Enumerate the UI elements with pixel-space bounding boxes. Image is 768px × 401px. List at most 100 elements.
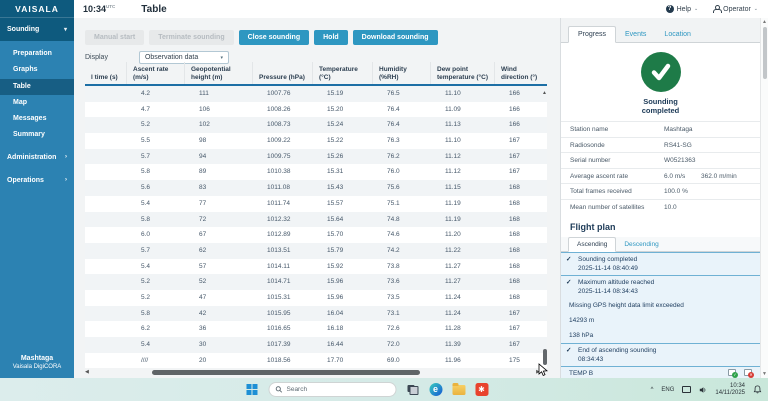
col-time: l time (s): [85, 62, 127, 84]
tab-events[interactable]: Events: [625, 31, 647, 38]
terminate-sounding-button[interactable]: Terminate sounding: [149, 30, 234, 45]
touch-keyboard-icon[interactable]: [682, 386, 692, 393]
detail-row: Radiosonde RS41-SG: [561, 136, 760, 153]
product-name: Vaisala DigiCORA: [12, 364, 62, 370]
table-row[interactable]: 5.4 30 1017.39 16.44 72.0 11.39 167: [85, 337, 547, 353]
sidebar-item-map[interactable]: Map: [13, 98, 27, 106]
col-ascent-rate: Ascent rate (m/s): [127, 62, 185, 84]
speaker-icon[interactable]: [699, 386, 707, 394]
message-send-failed-icon[interactable]: ✕: [744, 369, 754, 378]
sidebar-item-summary[interactable]: Summary: [13, 131, 45, 139]
sidebar-item-table[interactable]: Table: [0, 78, 74, 95]
col-temperature: Temperature (°C): [313, 62, 373, 84]
observation-table: l time (s) Ascent rate (m/s) Geopotentia…: [85, 62, 547, 375]
notification-bell-icon[interactable]: [753, 385, 762, 394]
detail-row: Total frames received 100.0 %: [561, 183, 760, 199]
taskbar-clock[interactable]: 10:34 14/11/2025: [715, 382, 745, 396]
flight-plan-item: ✓ End of ascending sounding 08:34:43 ✓ ✕: [561, 343, 760, 366]
sounding-complete-check-icon: [640, 52, 681, 92]
window-scrollbar[interactable]: ▲ ▼: [760, 18, 768, 378]
download-sounding-button[interactable]: Download sounding: [352, 30, 438, 45]
table-row[interactable]: 5.8 89 1010.38 15.31 76.0 11.12 167: [85, 164, 547, 181]
table-row[interactable]: 5.2 102 1008.73 15.24 76.4 11.13 166: [85, 117, 547, 134]
table-row[interactable]: 5.6 83 1011.08 15.43 75.6 11.15 168: [85, 180, 547, 196]
display-label: Display: [85, 54, 108, 61]
language-indicator[interactable]: ENG: [661, 386, 675, 393]
scroll-down-icon[interactable]: ▼: [762, 371, 767, 377]
scrollbar-thumb[interactable]: [762, 27, 767, 79]
sidebar-section-sounding[interactable]: Sounding ▾: [0, 17, 74, 41]
toolbar: Manual start Terminate sounding Close so…: [85, 30, 438, 45]
tab-progress[interactable]: Progress: [568, 26, 617, 43]
scroll-left-icon[interactable]: ◀: [85, 369, 89, 376]
scroll-up-icon[interactable]: ▲: [542, 90, 547, 96]
detail-row: Serial number W0521363: [561, 152, 760, 168]
scrollbar-thumb[interactable]: [152, 369, 420, 375]
table-row[interactable]: 5.8 72 1012.32 15.64 74.8 11.19 168: [85, 211, 547, 228]
hidden-icons-chevron[interactable]: ^: [650, 386, 654, 393]
detail-row: Station name Mashtaga: [561, 121, 760, 137]
user-menu[interactable]: Operator ⌄: [712, 5, 758, 13]
tab-ascending[interactable]: Ascending: [568, 237, 617, 252]
sounding-app-icon[interactable]: ✱: [474, 383, 488, 397]
chevron-down-icon: ⌄: [693, 6, 699, 12]
table-row[interactable]: //// 20 1018.56 17.70 69.0 11.96 175: [85, 352, 547, 369]
utc-clock: 10:34UTC: [83, 4, 116, 14]
check-icon: ✓: [566, 279, 572, 286]
hold-button[interactable]: Hold: [314, 30, 348, 45]
flight-plan-tabs: Ascending Descending: [561, 237, 760, 252]
table-row[interactable]: 4.7 106 1008.26 15.20 76.4 11.09 166: [85, 101, 547, 118]
table-row[interactable]: 5.2 47 1015.31 15.96 73.5 11.24 168: [85, 289, 547, 306]
sidebar-section-administration[interactable]: Administration ›: [7, 153, 67, 161]
tab-location[interactable]: Location: [664, 31, 691, 38]
user-icon: [712, 5, 722, 13]
system-tray: ^ ENG 10:34 14/11/2025: [651, 383, 762, 397]
windows-start-icon[interactable]: [245, 383, 259, 397]
scroll-up-icon[interactable]: ▲: [762, 19, 767, 25]
vaisala-logo: VAISALA: [0, 0, 74, 17]
station-name: Mashtaga: [20, 355, 54, 362]
help-icon: ?: [665, 5, 674, 13]
tab-descending[interactable]: Descending: [624, 241, 659, 248]
table-row[interactable]: 4.2 111 1007.76 15.19 76.5 11.10 166: [85, 86, 547, 102]
table-row[interactable]: 5.7 94 1009.75 15.26 76.2 11.12 167: [85, 148, 547, 165]
top-header: 10:34UTC Table ? Help ⌄ Operator ⌄: [74, 0, 768, 18]
close-sounding-button[interactable]: Close sounding: [238, 30, 310, 45]
table-row[interactable]: 5.4 77 1011.74 15.57 75.1 11.19 168: [85, 195, 547, 212]
sidebar-item-graphs[interactable]: Graphs: [13, 66, 38, 74]
taskbar-search-input[interactable]: Search: [268, 382, 397, 397]
flight-plan-title: Flight plan: [570, 222, 616, 232]
flight-plan-item: ✓ Sounding completed 2025-11-14 08:40:49…: [561, 252, 760, 275]
col-humidity: Humidity (%RH): [373, 62, 431, 84]
table-row[interactable]: 5.2 52 1014.71 15.96 73.6 11.27 168: [85, 274, 547, 290]
chevron-right-icon: ›: [65, 177, 67, 184]
table-row[interactable]: 5.8 42 1015.95 16.04 73.1 11.24 167: [85, 305, 547, 322]
sidebar-item-preparation[interactable]: Preparation: [13, 50, 52, 57]
display-select[interactable]: Observation data ▾: [138, 51, 229, 64]
manual-start-button[interactable]: Manual start: [85, 30, 145, 45]
sidebar-section-operations[interactable]: Operations ›: [7, 176, 67, 184]
table-row[interactable]: 6.0 67 1012.89 15.70 74.6 11.20 168: [85, 227, 547, 243]
main-content: Manual start Terminate sounding Close so…: [74, 18, 560, 378]
scrollbar-thumb[interactable]: [542, 349, 547, 365]
progress-panel: Progress Events Location Sounding comple…: [560, 18, 760, 378]
scroll-right-icon[interactable]: ▶: [536, 369, 540, 376]
table-row[interactable]: 6.2 36 1016.65 16.18 72.6 11.28 167: [85, 321, 547, 337]
table-horizontal-scrollbar[interactable]: ◀ ▶: [85, 369, 540, 375]
task-view-icon[interactable]: [405, 383, 419, 397]
table-row[interactable]: 5.5 98 1009.22 15.22 76.3 11.10 167: [85, 133, 547, 149]
table-row[interactable]: 5.4 57 1014.11 15.92 73.8 11.27 168: [85, 258, 547, 275]
detail-row: Average ascent rate 6.0 m/s 362.0 m/min: [561, 167, 760, 184]
table-row[interactable]: 5.7 62 1013.51 15.79 74.2 11.22 168: [85, 242, 547, 259]
help-menu[interactable]: ? Help ⌄: [665, 5, 699, 13]
search-icon: [275, 386, 283, 393]
flight-plan-item: Missing GPS height data limit exceeded ✓…: [569, 302, 684, 309]
chevron-down-icon: ▾: [63, 27, 67, 33]
col-pressure: Pressure (hPa): [253, 62, 313, 84]
sidebar: VAISALA Sounding ▾ Preparation Graphs Ta…: [0, 0, 74, 378]
edge-browser-icon[interactable]: e: [428, 383, 442, 397]
sidebar-item-messages[interactable]: Messages: [13, 115, 47, 123]
file-explorer-icon[interactable]: [451, 382, 465, 397]
message-generated-icon[interactable]: ✓: [728, 369, 738, 378]
table-vertical-scrollbar[interactable]: ▲: [541, 90, 548, 373]
